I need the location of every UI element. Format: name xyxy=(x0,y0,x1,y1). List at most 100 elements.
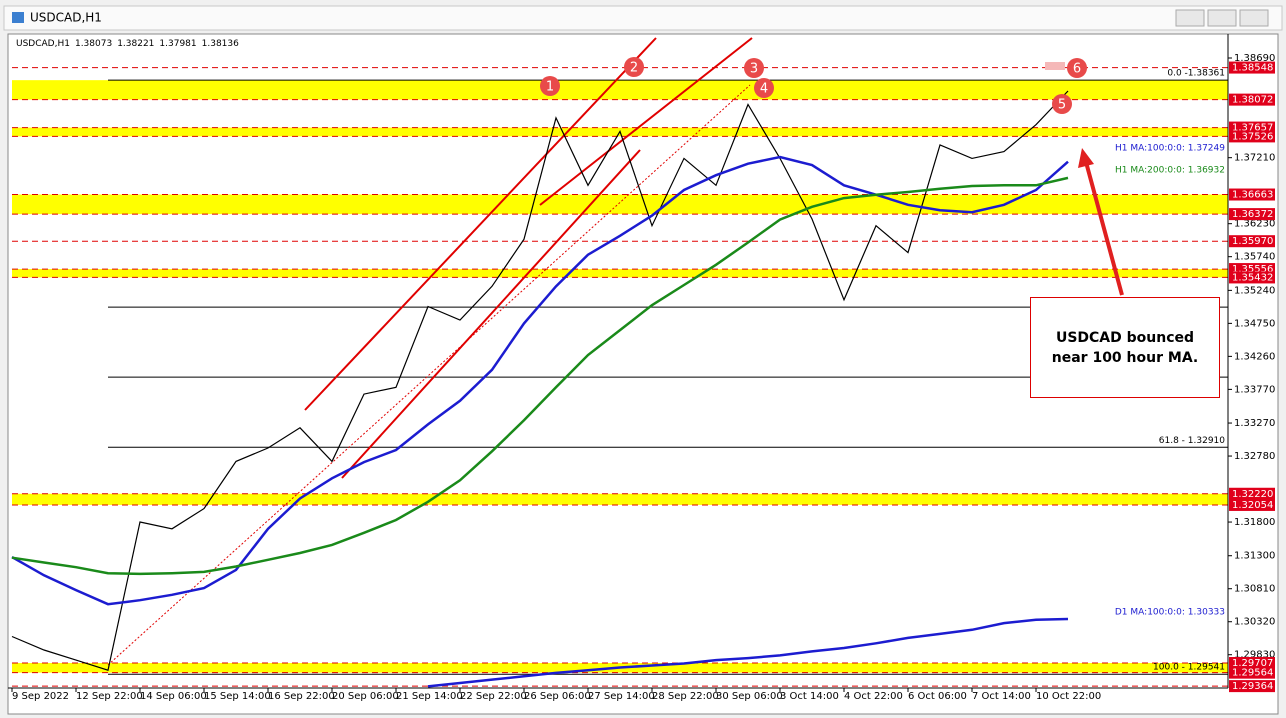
y-tick-label: 1.33270 xyxy=(1234,418,1275,429)
x-tick-label: 10 Oct 22:00 xyxy=(1036,691,1101,702)
channel-line xyxy=(304,37,657,411)
price-line xyxy=(11,90,1069,671)
fib-label: 61.8 - 1.32910 xyxy=(1159,436,1225,446)
y-tick-label: 1.32780 xyxy=(1234,451,1275,462)
legend-entry: D1 MA:100:0:0: 1.30333 xyxy=(1115,608,1225,618)
marker-circle xyxy=(744,58,764,78)
price-label: 1.38072 xyxy=(1232,95,1273,106)
x-tick-label: 9 Sep 2022 xyxy=(12,691,69,702)
header-value: 1.37981 xyxy=(159,39,196,49)
marker-circle xyxy=(1067,58,1087,78)
y-tick-label: 1.29830 xyxy=(1234,650,1275,661)
x-tick-label: 30 Sep 06:00 xyxy=(716,691,783,702)
moving-average xyxy=(11,155,1069,606)
fib-label: 0.0 -1.38361 xyxy=(1167,69,1225,79)
price-label: 1.29707 xyxy=(1232,658,1273,669)
price-label: 1.29564 xyxy=(1232,668,1273,679)
y-tick-label: 1.30810 xyxy=(1234,584,1275,595)
moving-average xyxy=(11,176,1069,576)
marker-circle xyxy=(540,76,560,96)
x-tick-label: 7 Oct 14:00 xyxy=(972,691,1031,702)
marker-circle xyxy=(624,57,644,77)
y-tick-label: 1.33770 xyxy=(1234,384,1275,395)
x-tick-label: 14 Sep 06:00 xyxy=(140,691,207,702)
header-value: USDCAD,H1 xyxy=(16,39,70,49)
x-tick-label: 28 Sep 22:00 xyxy=(652,691,719,702)
price-label: 1.37526 xyxy=(1232,131,1273,142)
header-value: 1.38136 xyxy=(202,39,239,49)
x-tick-label: 27 Sep 14:00 xyxy=(588,691,655,702)
price-label: 1.35556 xyxy=(1232,264,1273,275)
price-label-box xyxy=(1229,487,1275,500)
x-tick-label: 15 Sep 14:00 xyxy=(204,691,271,702)
price-label: 1.35970 xyxy=(1232,236,1273,247)
channel-line xyxy=(539,37,753,206)
price-label-box xyxy=(1229,666,1275,679)
price-label-box xyxy=(1229,188,1275,201)
y-tick-label: 1.30320 xyxy=(1234,617,1275,628)
marker-label: 6 xyxy=(1073,62,1081,77)
highlight xyxy=(1045,62,1065,70)
marker-label: 3 xyxy=(750,62,758,77)
marker-label: 5 xyxy=(1058,98,1066,113)
y-tick-label: 1.34260 xyxy=(1234,351,1275,362)
price-label: 1.32220 xyxy=(1232,489,1273,500)
legend-entry: H1 MA:100:0:0: 1.37249 xyxy=(1115,144,1225,154)
support-resistance-zone xyxy=(12,269,1228,278)
arrow-head xyxy=(1078,148,1094,168)
x-tick-label: 6 Oct 06:00 xyxy=(908,691,967,702)
x-tick-label: 16 Sep 22:00 xyxy=(268,691,335,702)
title-bar xyxy=(3,5,1283,31)
x-tick-label: 12 Sep 22:00 xyxy=(76,691,143,702)
x-tick-label: 4 Oct 22:00 xyxy=(844,691,903,702)
price-label: 1.36663 xyxy=(1232,190,1273,201)
marker-circle xyxy=(754,78,774,98)
price-label-box xyxy=(1229,498,1275,511)
y-tick-label: 1.38690 xyxy=(1234,53,1275,64)
legend-entry: H1 MA:200:0:0: 1.36932 xyxy=(1115,166,1225,176)
close-button[interactable] xyxy=(1239,9,1269,27)
x-tick-label: 20 Sep 06:00 xyxy=(332,691,399,702)
price-label-box xyxy=(1229,271,1275,284)
x-tick-label: 22 Sep 22:00 xyxy=(460,691,527,702)
annotation: USDCAD bounced near 100 hour MA. xyxy=(1030,297,1220,398)
moving-average xyxy=(427,617,1069,688)
chart-header: USDCAD,H1 1.38073 1.38221 1.37981 1.38136 xyxy=(16,39,239,49)
y-tick-label: 1.36230 xyxy=(1234,219,1275,230)
support-resistance-zone xyxy=(12,80,1228,100)
minimize-button[interactable] xyxy=(1175,9,1205,27)
x-tick-label: 3 Oct 14:00 xyxy=(780,691,839,702)
window-title: USDCAD,H1 xyxy=(30,11,102,25)
price-label: 1.36372 xyxy=(1232,209,1273,220)
channel-line xyxy=(341,149,641,479)
y-tick-label: 1.31300 xyxy=(1234,551,1275,562)
support-resistance-zone xyxy=(12,194,1228,215)
marker-circle xyxy=(1052,94,1072,114)
price-label-box xyxy=(1229,680,1275,693)
arrow-shaft xyxy=(1084,161,1124,296)
price-label-box xyxy=(1229,657,1275,670)
price-label: 1.38548 xyxy=(1232,63,1273,74)
marker-label: 4 xyxy=(760,82,768,97)
y-tick-label: 1.31800 xyxy=(1234,517,1275,528)
price-label: 1.32054 xyxy=(1232,500,1273,511)
price-label: 1.35432 xyxy=(1232,272,1273,283)
header-value: 1.38221 xyxy=(117,39,154,49)
price-label-box xyxy=(1229,61,1275,74)
price-label: 1.37657 xyxy=(1232,123,1273,134)
fib-label: 100.0 - 1.29541 xyxy=(1153,663,1225,673)
header-value: 1.38073 xyxy=(75,39,112,49)
x-tick-label: 26 Sep 06:00 xyxy=(524,691,591,702)
maximize-button[interactable] xyxy=(1207,9,1237,27)
price-label-box xyxy=(1229,121,1275,134)
y-tick-label: 1.37210 xyxy=(1234,153,1275,164)
marker-label: 1 xyxy=(546,80,554,95)
price-label-box xyxy=(1229,130,1275,143)
price-label-box xyxy=(1229,93,1275,106)
price-label-box xyxy=(1229,235,1275,248)
y-tick-label: 1.35240 xyxy=(1234,285,1275,296)
support-resistance-zone xyxy=(12,493,1228,505)
marker-label: 2 xyxy=(630,61,638,76)
